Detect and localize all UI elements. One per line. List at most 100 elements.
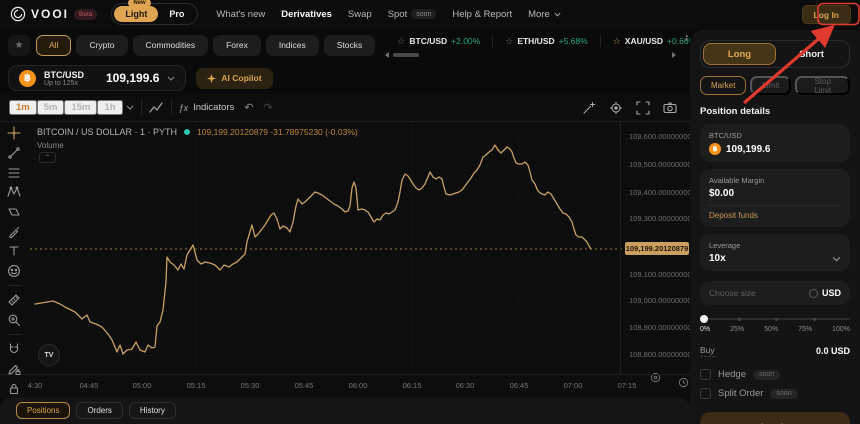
timeframe-15m[interactable]: 15m [64,100,98,115]
projection-tool-icon[interactable] [5,205,23,220]
tab-history[interactable]: History [128,402,176,419]
filter-chip-stocks[interactable]: Stocks [323,34,376,56]
scroll-left-arrow-icon[interactable] [385,52,390,58]
emoji-tool-icon[interactable] [5,263,23,278]
size-input[interactable]: Choose size USD [700,281,850,305]
tab-orders[interactable]: Orders [76,402,123,419]
ticker-spinner-icon[interactable]: ▴ ▾ [685,33,688,43]
slider-label-75: 75% [798,326,813,333]
login-button-panel[interactable]: Log In [700,412,850,424]
deposit-funds-link[interactable]: Deposit funds [709,211,758,220]
option-hedge[interactable]: Hedge soon [700,369,850,380]
timeframe-1m[interactable]: 1m [9,100,37,115]
chart-style-icon[interactable] [148,101,164,114]
instrument-selector[interactable]: ฿ BTC/USD Up to 125x 109,199.6 [8,65,187,91]
volume-label: Volume [37,141,64,150]
nav-link-spot[interactable]: Spot soon [388,9,437,20]
magic-wand-icon[interactable] [582,101,596,115]
side-tab-long[interactable]: Long [703,43,776,65]
divider [7,285,21,286]
side-tab-short[interactable]: Short [799,48,824,60]
fx-icon: ƒx [178,102,189,113]
slider-thumb[interactable] [700,315,708,323]
tab-positions[interactable]: Positions [16,402,71,419]
nav-link-more[interactable]: More [528,9,561,20]
order-type-stop-limit[interactable]: Stop Limit [795,76,850,95]
price-chart[interactable] [0,122,690,374]
favorites-star-icon[interactable]: ★ [8,34,30,56]
order-type-market[interactable]: Market [700,76,747,95]
option-split-order[interactable]: Split Order soon [700,388,850,399]
fib-retracement-tool-icon[interactable] [5,165,23,180]
tradingview-logo[interactable]: TV [38,344,60,366]
position-details-heading: Position details [700,106,771,117]
slider-label-50: 50% [764,326,779,333]
undo-icon[interactable]: ↶ [244,102,254,114]
chart-area[interactable]: BITCOIN / US DOLLAR · 1 · PYTH 109,199.2… [0,122,692,396]
filter-chip-all[interactable]: All [36,34,72,56]
timeframe-dropdown-icon[interactable] [126,105,134,110]
star-icon[interactable]: ☆ [397,35,406,46]
brush-tool-icon[interactable] [5,224,23,239]
mode-toggle[interactable]: New Light Pro [111,0,199,25]
price-axis-settings-icon[interactable] [650,372,661,383]
timeframe-1h[interactable]: 1h [97,100,123,115]
slider-tick [775,317,778,321]
trend-line-tool-icon[interactable] [5,146,23,161]
mode-pro-button[interactable]: Pro [169,9,185,19]
mode-light-button[interactable]: Light [114,6,159,22]
filter-chip-commodities[interactable]: Commodities [132,34,209,56]
slider-label-0: 0% [700,326,711,333]
login-button-top[interactable]: Log In [801,5,851,24]
side-tabs: Long Short [700,40,850,68]
nav-link-what-s-new[interactable]: What's new [216,9,265,20]
xabcd-pattern-tool-icon[interactable] [5,185,23,200]
soon-badge: soon [411,9,437,19]
ai-copilot-button[interactable]: AI Copilot [196,67,273,89]
camera-icon[interactable] [663,101,677,114]
checkbox-icon[interactable] [700,369,711,380]
order-type-limit[interactable]: Limit [750,76,792,95]
size-slider[interactable] [700,315,850,323]
market-filter-chips: All Crypto Commodities Forex Indices Stocks [36,34,376,56]
fullscreen-icon[interactable] [636,100,650,115]
ticker-list[interactable]: ☆ BTC/USD +2.00% ☆ ETH/USD +5.68% ☆ XAU/USD +0.6… [385,31,690,59]
filter-chip-crypto[interactable]: Crypto [76,34,128,56]
lock-all-tool-icon[interactable] [5,381,23,396]
text-tool-icon[interactable] [5,244,23,259]
zoom-in-tool-icon[interactable] [5,313,23,328]
price-axis[interactable]: 109,600.00000000 109,500.00000000 109,400.… [620,122,692,374]
leverage-card[interactable]: Leverage 10x [700,234,850,271]
measure-tool-icon[interactable] [5,293,23,308]
pair-card-label: BTC/USD [709,131,742,140]
slider-tick [737,317,741,321]
logo[interactable]: VOOI Beta [10,6,98,22]
timezone-clock-icon[interactable] [678,377,689,388]
top-navbar: VOOI Beta New Light Pro What's new Deriva… [0,0,860,28]
chart-legend[interactable]: BITCOIN / US DOLLAR · 1 · PYTH 109,199.2… [37,127,358,137]
star-icon[interactable]: ☆ [612,35,621,46]
filter-chip-forex[interactable]: Forex [213,34,261,56]
draw-lock-tool-icon[interactable] [5,362,23,377]
crosshair-tool-icon[interactable] [5,126,23,141]
instrument-price: 109,199.6 [106,71,160,85]
checkbox-icon[interactable] [700,388,711,399]
ticker-item-eth-usd[interactable]: ☆ ETH/USD +5.68% [492,35,599,47]
nav-link-help-report[interactable]: Help & Report [452,9,512,20]
time-axis[interactable]: 4:30 04:45 05:00 05:15 05:30 05:45 06:00 06:15 0… [0,374,690,396]
filter-chip-indices[interactable]: Indices [265,34,319,56]
nav-link-derivatives[interactable]: Derivatives [281,9,332,20]
ticker-item-btc-usd[interactable]: ☆ BTC/USD +2.00% [385,36,492,47]
scroll-right-arrow-icon[interactable] [672,52,676,58]
ticker-scrollbar[interactable] [385,52,676,58]
scrollbar-thumb[interactable] [393,53,420,57]
indicators-button[interactable]: ƒx Indicators [178,102,235,113]
timeframe-5m[interactable]: 5m [36,100,65,115]
ticker-item-xau-usd[interactable]: ☆XAU/USD+0.66% [599,35,690,47]
nav-link-swap[interactable]: Swap [348,9,372,20]
redo-icon[interactable]: ↷ [263,102,273,114]
magnet-tool-icon[interactable] [5,342,23,357]
volume-expand-button[interactable]: ⌃ [39,152,56,163]
star-icon[interactable]: ☆ [505,35,514,46]
settings-gear-icon[interactable] [609,101,623,115]
